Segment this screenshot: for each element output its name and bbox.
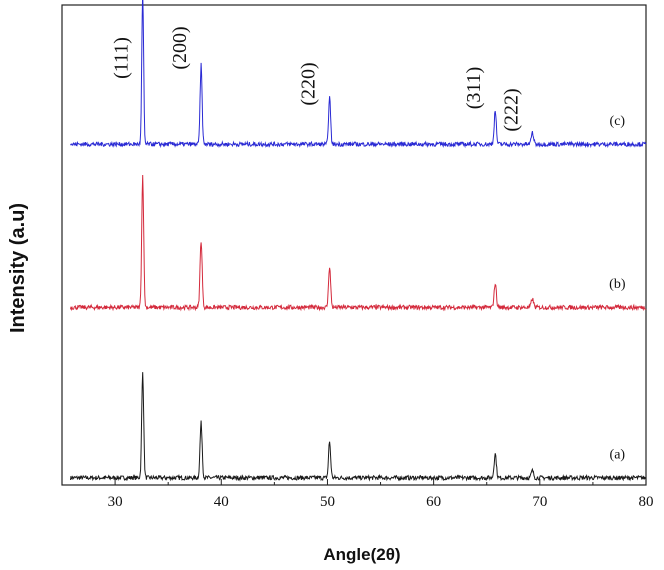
y-axis-title: Intensity (a.u) — [7, 203, 29, 333]
x-tick-label: 50 — [320, 494, 335, 510]
series-line — [70, 174, 647, 312]
x-ticks: 30 40 50 60 70 80 — [61, 479, 654, 510]
series-label: (c) — [610, 114, 626, 129]
series-line — [70, 0, 647, 149]
plot-frame — [61, 4, 647, 486]
peak-label: (111) — [111, 37, 133, 79]
x-tick-label: 70 — [532, 494, 547, 510]
peak-label: (222) — [500, 88, 522, 131]
peak-annotations: (111) (200) (220) (311) (222) — [111, 26, 523, 131]
x-axis-title: Angle(2θ) — [323, 545, 400, 564]
x-tick-label: 40 — [214, 494, 229, 510]
peak-label: (220) — [298, 62, 320, 105]
peak-label: (200) — [169, 26, 191, 69]
x-tick-label: 60 — [426, 494, 441, 510]
series-label: (a) — [610, 448, 626, 463]
series-line — [70, 372, 647, 482]
peak-label: (311) — [463, 67, 485, 110]
series-label: (b) — [609, 277, 626, 292]
series-labels: (a) (b) (c) — [609, 114, 626, 463]
x-tick-label: 30 — [108, 494, 123, 510]
series-layer — [70, 0, 647, 482]
x-tick-label: 80 — [639, 494, 654, 510]
